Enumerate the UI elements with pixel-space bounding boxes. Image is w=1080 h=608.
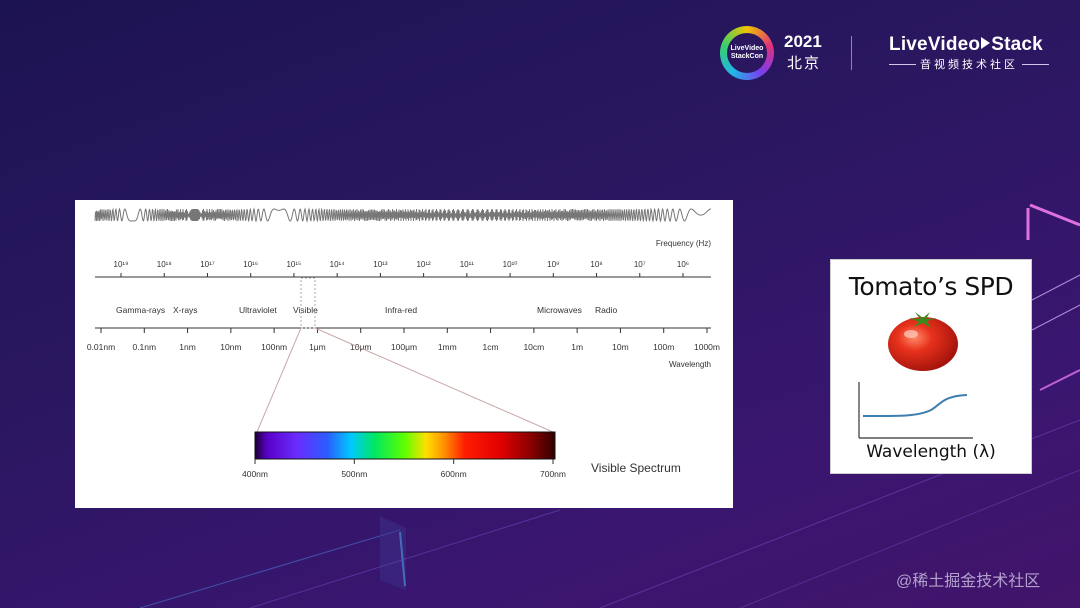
spectrum-diagram: Frequency (Hz) 10¹⁹ 10¹⁸ 10¹⁷ 10¹⁶ 10¹⁵ 10¹⁴ 1… — [87, 207, 720, 479]
wavelength-tick-label: 1mm — [438, 342, 457, 352]
wavelength-tick-label: 10cm — [523, 342, 544, 352]
visible-tick-label: 500nm — [341, 469, 367, 479]
visible-window-marker — [300, 277, 316, 329]
wavelength-tick-label: 1000m — [694, 342, 720, 352]
frequency-tick-label: 10¹⁹ — [114, 260, 129, 269]
wavelength-tick-label: 0.01nm — [87, 342, 115, 352]
visible-tick-label: 600nm — [441, 469, 467, 479]
frequency-tick-label: 10¹⁴ — [330, 260, 346, 269]
em-wave — [94, 207, 712, 223]
wavelength-ticks: 0.01nm 0.1nm 1nm 10nm 100nm 1μm 10μm 100μm 1mm 1c… — [87, 328, 720, 352]
brand-name: LiveVideo Stack — [889, 34, 1043, 56]
header-divider — [851, 36, 852, 70]
frequency-tick-label: 10¹⁸ — [157, 260, 172, 269]
region-label: Radio — [595, 305, 617, 315]
wavelength-tick-label: 10m — [612, 342, 629, 352]
conference-logo-text: LiveVideo StackCon — [727, 33, 767, 73]
wavelength-axis-label: Wavelength — [669, 360, 711, 369]
spd-axis-label: Wavelength (λ) — [866, 442, 996, 462]
region-label: X-rays — [173, 305, 198, 315]
region-labels: Gamma-rays X-rays Ultraviolet Visible Infra-… — [116, 305, 617, 315]
visible-ticks: 400nm 500nm 600nm 700nm — [242, 459, 566, 479]
event-city: 北京 — [787, 55, 822, 72]
frequency-tick-label: 10¹¹ — [460, 260, 475, 269]
wavelength-tick-label: 1m — [571, 342, 583, 352]
brand-subtitle: 音视频技术社区 — [889, 56, 1049, 72]
wavelength-tick-label: 100μm — [391, 342, 417, 352]
frequency-tick-label: 10⁶ — [677, 260, 689, 269]
zoom-line-left — [256, 327, 302, 433]
brand-name-part-3: Stack — [991, 34, 1043, 55]
zoom-line-right — [314, 327, 554, 433]
frequency-tick-label: 10⁹ — [547, 260, 559, 269]
frequency-tick-label: 10¹⁷ — [200, 260, 215, 269]
electromagnetic-spectrum-panel: Frequency (Hz) 10¹⁹ 10¹⁸ 10¹⁷ 10¹⁶ 10¹⁵ 10¹⁴ 1… — [75, 200, 733, 508]
frequency-ticks: 10¹⁹ 10¹⁸ 10¹⁷ 10¹⁶ 10¹⁵ 10¹⁴ 10¹³ 10¹² 10¹¹ 10¹⁰… — [114, 260, 689, 277]
play-icon — [981, 37, 991, 49]
event-year: 2021 — [784, 32, 822, 51]
frequency-axis-label: Frequency (Hz) — [656, 239, 711, 248]
frequency-tick-label: 10¹⁰ — [503, 260, 518, 269]
wavelength-tick-label: 10μm — [350, 342, 371, 352]
region-label: Microwaves — [537, 305, 582, 315]
region-label: Ultraviolet — [239, 305, 277, 315]
brand-name-part-2: iveVideo — [900, 34, 981, 55]
frequency-tick-label: 10⁷ — [634, 260, 646, 269]
wavelength-tick-label: 0.1nm — [132, 342, 156, 352]
brand-name-part-1: L — [889, 34, 901, 55]
frequency-tick-label: 10¹³ — [373, 260, 388, 269]
frequency-tick-label: 10¹⁵ — [286, 260, 301, 269]
watermark: @稀土掘金技术社区 — [896, 573, 1041, 590]
frequency-tick-label: 10¹² — [416, 260, 431, 269]
wavelength-tick-label: 100m — [653, 342, 674, 352]
visible-spectrum-label: Visible Spectrum — [591, 461, 681, 475]
visible-tick-label: 400nm — [242, 469, 268, 479]
wavelength-tick-label: 10nm — [220, 342, 241, 352]
conference-logo: LiveVideo StackCon — [720, 26, 774, 80]
region-label: Gamma-rays — [116, 305, 165, 315]
region-label: Visible — [293, 305, 318, 315]
tomato-spd-card: Tomato’s SPD Wavelength (λ) — [830, 259, 1032, 474]
wavelength-tick-label: 100nm — [261, 342, 287, 352]
region-label: Infra-red — [385, 305, 417, 315]
frequency-tick-label: 10⁸ — [590, 260, 602, 269]
visible-spectrum-bar — [254, 431, 556, 460]
wavelength-tick-label: 1μm — [309, 342, 326, 352]
frequency-tick-label: 10¹⁶ — [243, 260, 258, 269]
spd-graph — [858, 382, 973, 439]
tomato-icon — [888, 312, 958, 371]
wavelength-tick-label: 1cm — [483, 342, 499, 352]
visible-tick-label: 700nm — [540, 469, 566, 479]
wave-illustration — [94, 207, 712, 223]
wavelength-tick-label: 1nm — [179, 342, 196, 352]
tomato-spd-title: Tomato’s SPD — [848, 272, 1014, 301]
